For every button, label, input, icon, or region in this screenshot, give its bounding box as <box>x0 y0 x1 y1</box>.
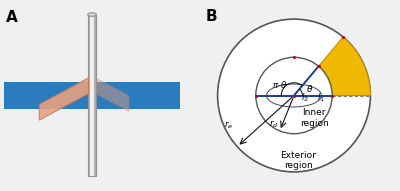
Circle shape <box>256 57 332 134</box>
Polygon shape <box>39 78 88 120</box>
Text: Inner
region: Inner region <box>300 108 329 128</box>
Text: $\pi$-$\theta$: $\pi$-$\theta$ <box>272 79 287 90</box>
Text: $l_2$: $l_2$ <box>301 91 309 104</box>
Text: A: A <box>6 10 18 25</box>
Bar <box>88 15 96 176</box>
Text: $l_1$: $l_1$ <box>317 91 325 104</box>
Text: Exterior
region: Exterior region <box>280 151 316 170</box>
Polygon shape <box>96 78 129 111</box>
Text: $r_d$: $r_d$ <box>268 118 278 129</box>
Ellipse shape <box>88 13 96 16</box>
Wedge shape <box>294 37 370 96</box>
Circle shape <box>218 19 370 172</box>
Bar <box>0 82 184 109</box>
Text: $r_e$: $r_e$ <box>224 120 234 131</box>
Text: B: B <box>206 9 217 24</box>
Bar <box>90 15 94 176</box>
Text: $\theta$: $\theta$ <box>306 83 313 94</box>
